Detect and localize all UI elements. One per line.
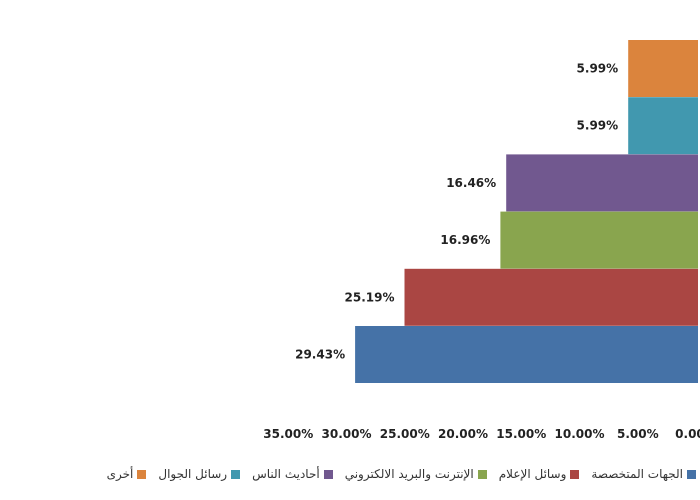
legend-swatch [477,469,487,479]
legend-swatch [570,469,580,479]
legend-item-4: أحاديث الناس [252,467,333,481]
legend-item-1: الجهات المتخصصة [591,467,696,481]
x-axis-ticks: 0.00% 5.00% 10.00% 15.00% 20.00% 25.00% 30.00%… [263,427,700,441]
x-tick-label: 20.00% [438,427,488,441]
legend-swatch [231,469,241,479]
data-label-5: 5.99% [577,119,619,133]
legend-label: الجهات المتخصصة [591,467,683,481]
legend-item-2: وسائل الإعلام [499,467,580,481]
data-label-4: 16.46% [446,176,496,190]
x-tick-label: 5.00% [617,427,659,441]
legend-item-6: أخرى [107,467,147,481]
bar-6 [628,40,698,97]
legend-label: أحاديث الناس [252,467,320,481]
legend-label: وسائل الإعلام [498,467,567,481]
bar-2 [404,268,698,326]
x-tick-label: 35.00% [263,427,313,441]
legend-label: رسائل الجوال [158,467,228,481]
legend: الجهات المتخصصة وسائل الإعلام الإنترنت وال… [0,462,700,486]
legend-swatch [323,469,333,479]
bars-group [355,40,698,383]
x-tick-label: 25.00% [380,427,430,441]
bar-1 [355,326,698,383]
data-label-6: 5.99% [577,62,619,76]
x-tick-label: 30.00% [322,427,372,441]
bar-5 [628,97,698,155]
data-label-3: 16.96% [440,233,490,247]
x-tick-label: 10.00% [555,427,605,441]
data-label-2: 25.19% [345,290,395,304]
legend-swatch [137,469,147,479]
bar-4 [506,154,698,212]
x-tick-label: 0.00% [675,427,700,441]
data-labels-group: 29.43% 25.19% 16.96% 16.46% 5.99% 5.99% [295,62,618,362]
legend-swatch [687,469,696,479]
legend-item-5: رسائل الجوال [158,467,241,481]
data-label-1: 29.43% [295,348,345,362]
legend-label: الإنترنت والبريد الالكتروني [344,467,474,481]
legend-item-3: الإنترنت والبريد الالكتروني [345,467,487,481]
legend-label: أخرى [106,467,134,481]
x-tick-label: 15.00% [496,427,546,441]
bar-3 [500,211,698,269]
